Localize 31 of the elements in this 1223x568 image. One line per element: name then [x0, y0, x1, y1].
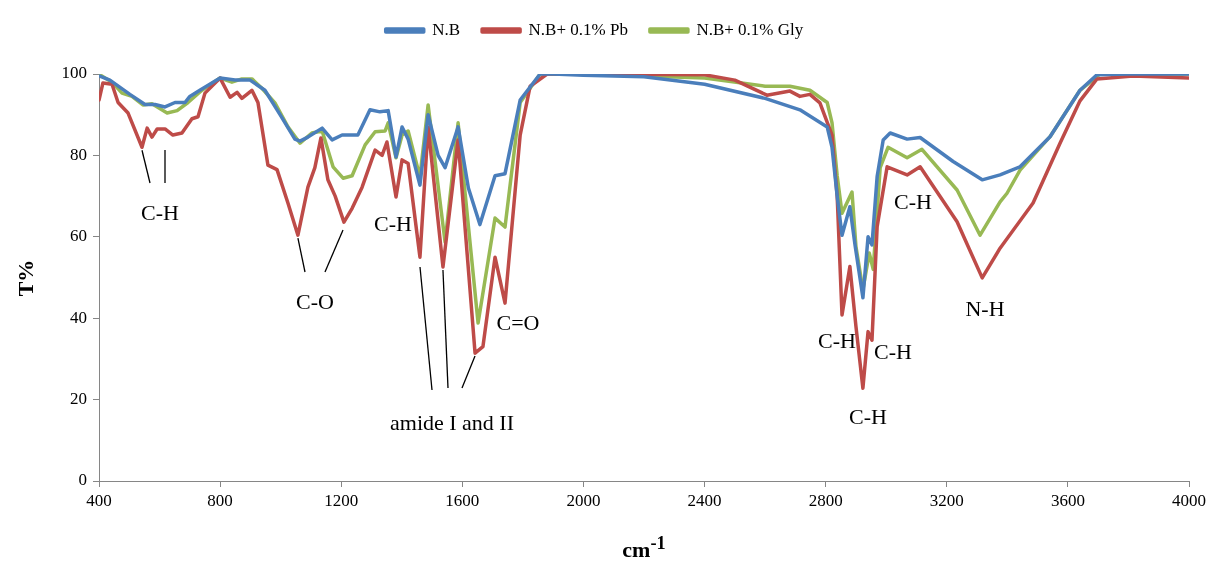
- y-tick-label: 40: [70, 307, 87, 327]
- x-tick-label: 4000: [1172, 490, 1206, 510]
- annotation: C-H: [818, 327, 857, 353]
- annotation: C-H: [874, 338, 913, 364]
- annotation: C-H: [141, 199, 180, 225]
- legend-label: N.B+ 0.1% Pb: [528, 19, 628, 39]
- x-tick-label: 1600: [445, 490, 480, 510]
- x-tick-label: 3600: [1050, 490, 1085, 510]
- x-tick-label: 2400: [687, 490, 722, 510]
- y-tick-label: 0: [78, 470, 87, 490]
- x-tick-label: 1200: [324, 490, 359, 510]
- annotation: N-H: [965, 295, 1005, 321]
- x-tick-label: 800: [207, 490, 233, 510]
- annotation: C=O: [496, 309, 540, 335]
- annotation: amide I and II: [390, 409, 514, 435]
- x-tick-label: 2800: [808, 490, 843, 510]
- y-tick-label: 60: [70, 226, 87, 246]
- annotation: C-H: [849, 403, 888, 429]
- legend-label: N.B+ 0.1% Gly: [696, 19, 804, 39]
- y-tick-label: 80: [70, 144, 87, 164]
- annotation: C-H: [374, 210, 413, 236]
- x-tick-label: 400: [86, 490, 112, 510]
- x-axis-title: cm$^{-1}$: [622, 532, 666, 564]
- x-tick-label: 2000: [566, 490, 601, 510]
- legend-label: N.B: [432, 19, 461, 39]
- y-tick-label: 100: [61, 63, 87, 83]
- x-tick-label: 3200: [929, 490, 964, 510]
- y-tick-label: 20: [70, 389, 87, 409]
- y-axis-title: T%: [13, 259, 39, 296]
- annotation: C-H: [894, 188, 933, 214]
- annotation: C-O: [296, 288, 334, 314]
